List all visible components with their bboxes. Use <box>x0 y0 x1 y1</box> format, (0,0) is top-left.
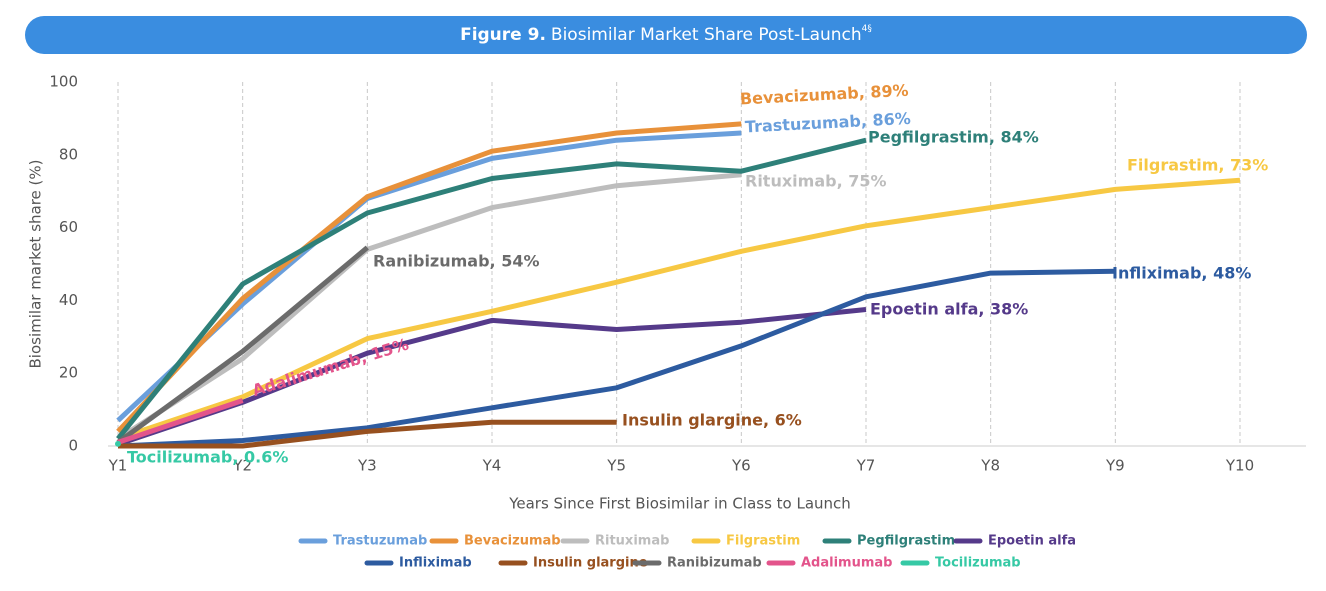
point <box>115 440 121 447</box>
legend-label: Bevacizumab <box>464 534 561 549</box>
y-tick-label: 80 <box>59 145 78 163</box>
annotation: Insulin glargine, 6% <box>622 411 802 430</box>
x-tick-label: Y9 <box>1105 457 1125 475</box>
series-line <box>116 137 867 441</box>
y-axis-label: Biosimilar market share (%) <box>27 160 45 369</box>
annotation: Filgrastim, 73% <box>1127 156 1268 175</box>
x-tick-label: Y4 <box>482 457 502 475</box>
annotation: Epoetin alfa, 38% <box>870 300 1028 319</box>
y-tick-label: 60 <box>59 218 78 236</box>
x-tick-label: Y3 <box>357 457 377 475</box>
title-label: Figure 9. <box>460 25 546 45</box>
legend-label: Infliximab <box>399 556 472 571</box>
title-ref: 4§ <box>862 24 873 34</box>
y-tick-label: 100 <box>49 73 78 91</box>
series-line <box>117 268 1116 449</box>
chart-title: Figure 9. Biosimilar Market Share Post-La… <box>460 24 872 46</box>
series-line <box>118 419 617 449</box>
x-tick-label: Y2 <box>232 457 252 475</box>
x-tick-label: Y7 <box>856 457 876 475</box>
annotation: Adalimumab, 15% <box>250 334 411 400</box>
annotation: Tocilizumab, 0.6% <box>127 448 288 467</box>
annotation: Infliximab, 48% <box>1112 264 1251 283</box>
x-tick-label: Y6 <box>731 457 751 475</box>
series-line <box>116 121 742 434</box>
x-tick-label: Y10 <box>1225 457 1254 475</box>
x-axis-label: Years Since First Biosimilar in Class to… <box>508 495 851 513</box>
legend-label: Insulin glargine <box>533 556 648 571</box>
series-line <box>117 177 1241 442</box>
legend-label: Tocilizumab <box>935 556 1021 571</box>
legend-label: Trastuzumab <box>333 534 427 549</box>
annotation: Bevacizumab, 89% <box>739 81 909 109</box>
y-tick-label: 20 <box>59 364 78 382</box>
title-text: Biosimilar Market Share Post-Launch <box>551 25 862 45</box>
legend-label: Epoetin alfa <box>988 534 1076 549</box>
legend-label: Adalimumab <box>801 556 892 571</box>
series-line <box>116 245 369 445</box>
series-line <box>116 172 742 441</box>
legend-label: Ranibizumab <box>667 556 762 571</box>
series-line <box>117 398 244 445</box>
y-tick-label: 0 <box>68 437 78 455</box>
x-tick-label: Y1 <box>108 457 128 475</box>
legend-label: Pegfilgrastim <box>857 534 955 549</box>
annotation: Rituximab, 75% <box>745 172 887 191</box>
title-bar <box>25 16 1307 54</box>
y-tick-label: 40 <box>59 291 78 309</box>
annotation: Pegfilgrastim, 84% <box>868 128 1039 147</box>
x-tick-label: Y5 <box>606 457 626 475</box>
legend-label: Filgrastim <box>726 534 800 549</box>
x-tick-label: Y8 <box>980 457 1000 475</box>
annotation: Ranibizumab, 54% <box>373 252 540 271</box>
legend-label: Rituximab <box>595 534 669 549</box>
